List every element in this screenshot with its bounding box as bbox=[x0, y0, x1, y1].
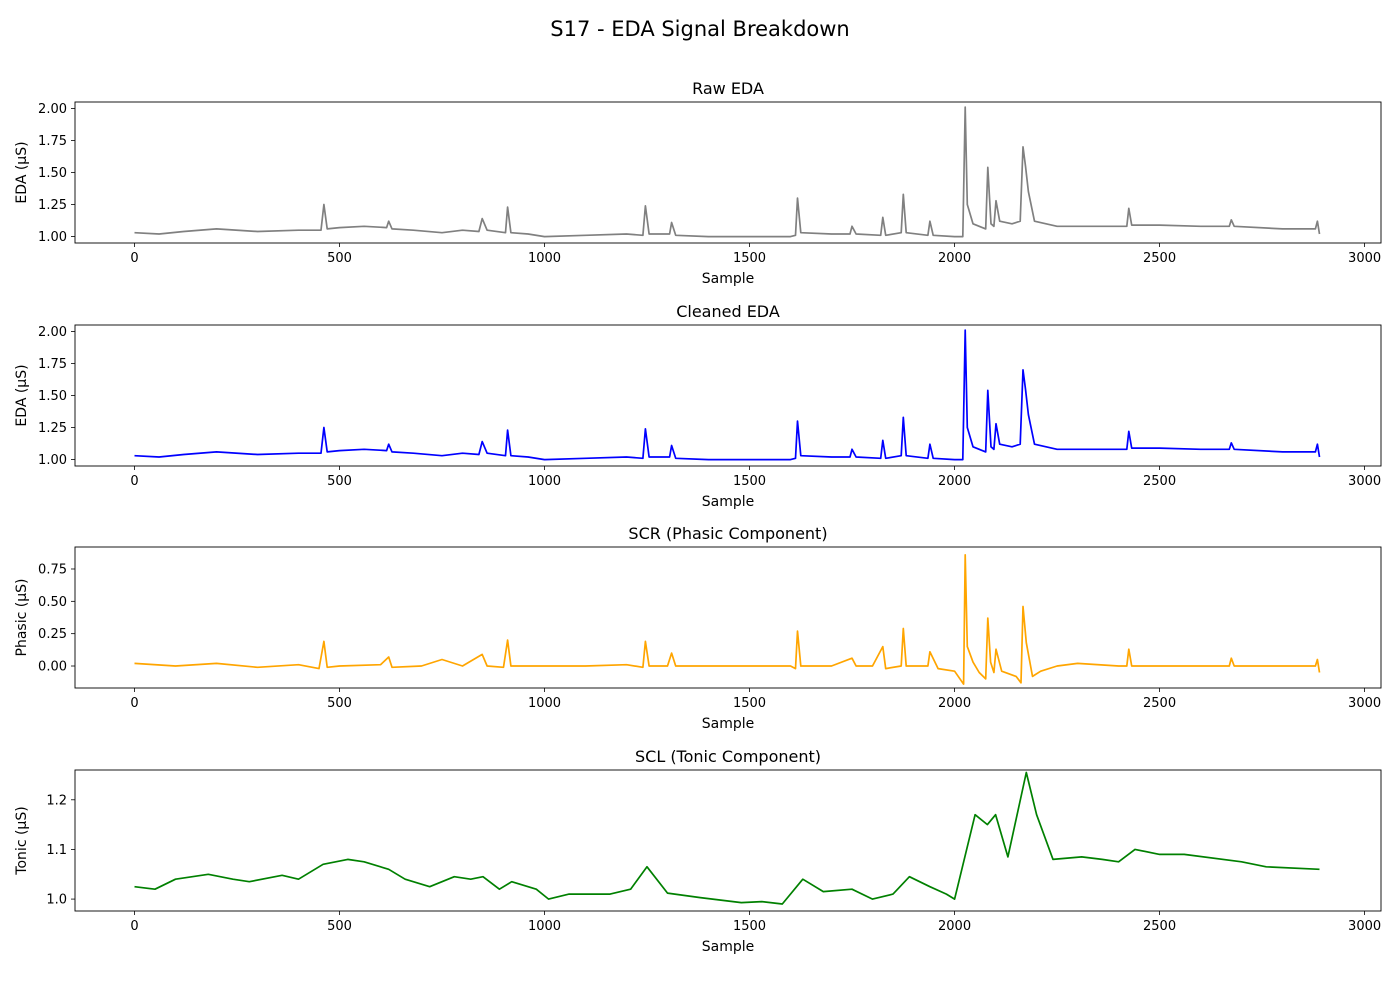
subplot-1: Raw EDA 0 500 1000 1500 2000 2500 3000 1.00 1.25 1… bbox=[14, 79, 1382, 287]
y-tick-label: 1.25 bbox=[38, 421, 67, 436]
x-tick-label: 0 bbox=[130, 696, 138, 711]
x-tick-label: 3000 bbox=[1348, 919, 1381, 934]
subplot-4: SCL (Tonic Component) 0 500 1000 1500 2000 250… bbox=[14, 747, 1382, 955]
x-tick-label: 3000 bbox=[1348, 474, 1381, 489]
x-tick-label: 2000 bbox=[938, 251, 971, 266]
y-tick-label: 1.50 bbox=[38, 389, 67, 404]
subplot-title: Cleaned EDA bbox=[676, 302, 780, 321]
y-tick-label: 1.25 bbox=[38, 198, 67, 213]
x-tick-label: 2500 bbox=[1143, 251, 1176, 266]
y-axis-label: EDA (μS) bbox=[14, 364, 30, 426]
x-tick-label: 0 bbox=[130, 919, 138, 934]
subplot-title: SCL (Tonic Component) bbox=[635, 747, 821, 766]
x-tick-label: 2500 bbox=[1143, 696, 1176, 711]
x-tick-label: 3000 bbox=[1348, 251, 1381, 266]
series-line bbox=[134, 771, 1320, 905]
x-axis-label: Sample bbox=[702, 271, 755, 287]
x-tick-label: 2000 bbox=[938, 696, 971, 711]
x-tick-label: 1500 bbox=[733, 474, 766, 489]
plot-frame bbox=[74, 101, 1382, 244]
y-tick-label: 0.25 bbox=[38, 627, 67, 642]
y-tick-label: 1.00 bbox=[38, 230, 67, 245]
x-axis-label: Sample bbox=[702, 716, 755, 732]
x-tick-label: 500 bbox=[327, 919, 352, 934]
plot-frame bbox=[74, 324, 1382, 467]
y-tick-label: 1.00 bbox=[38, 453, 67, 468]
x-axis-label: Sample bbox=[702, 494, 755, 510]
series-line bbox=[134, 329, 1321, 461]
x-tick-label: 2500 bbox=[1143, 919, 1176, 934]
x-tick-label: 1000 bbox=[528, 251, 561, 266]
x-tick-label: 1000 bbox=[528, 696, 561, 711]
plot-frame bbox=[74, 546, 1382, 689]
subplot-2: Cleaned EDA 0 500 1000 1500 2000 2500 3000 1.00 1… bbox=[14, 302, 1382, 510]
y-axis-label: EDA (μS) bbox=[14, 141, 30, 203]
y-axis-label: Tonic (μS) bbox=[14, 806, 30, 875]
y-tick-label: 2.00 bbox=[38, 325, 67, 340]
y-tick-label: 2.00 bbox=[38, 102, 67, 117]
plot-frame bbox=[74, 769, 1382, 912]
y-tick-label: 1.0 bbox=[46, 893, 67, 908]
y-tick-label: 0.00 bbox=[38, 660, 67, 675]
subplot-title: SCR (Phasic Component) bbox=[628, 524, 827, 543]
y-tick-label: 1.75 bbox=[38, 357, 67, 372]
x-axis-label: Sample bbox=[702, 939, 755, 955]
x-tick-label: 0 bbox=[130, 474, 138, 489]
x-tick-label: 500 bbox=[327, 696, 352, 711]
x-tick-label: 2000 bbox=[938, 474, 971, 489]
x-tick-label: 0 bbox=[130, 251, 138, 266]
subplot-3: SCR (Phasic Component) 0 500 1000 1500 2000 25… bbox=[14, 524, 1382, 732]
figure-title: S17 - EDA Signal Breakdown bbox=[550, 17, 849, 41]
y-tick-label: 1.2 bbox=[46, 793, 67, 808]
x-tick-label: 1500 bbox=[733, 919, 766, 934]
x-tick-label: 2500 bbox=[1143, 474, 1176, 489]
y-tick-label: 1.75 bbox=[38, 134, 67, 149]
series-line bbox=[134, 106, 1321, 238]
y-tick-label: 0.50 bbox=[38, 595, 67, 610]
y-tick-label: 0.75 bbox=[38, 562, 67, 577]
x-tick-label: 1000 bbox=[528, 919, 561, 934]
x-tick-label: 1500 bbox=[733, 251, 766, 266]
x-tick-label: 1500 bbox=[733, 696, 766, 711]
y-axis-label: Phasic (μS) bbox=[14, 579, 30, 657]
x-tick-label: 500 bbox=[327, 474, 352, 489]
x-tick-label: 3000 bbox=[1348, 696, 1381, 711]
x-tick-label: 2000 bbox=[938, 919, 971, 934]
x-tick-label: 1000 bbox=[528, 474, 561, 489]
y-tick-label: 1.50 bbox=[38, 166, 67, 181]
series-line bbox=[134, 553, 1321, 685]
subplot-title: Raw EDA bbox=[692, 79, 764, 98]
y-tick-label: 1.1 bbox=[46, 843, 67, 858]
x-tick-label: 500 bbox=[327, 251, 352, 266]
